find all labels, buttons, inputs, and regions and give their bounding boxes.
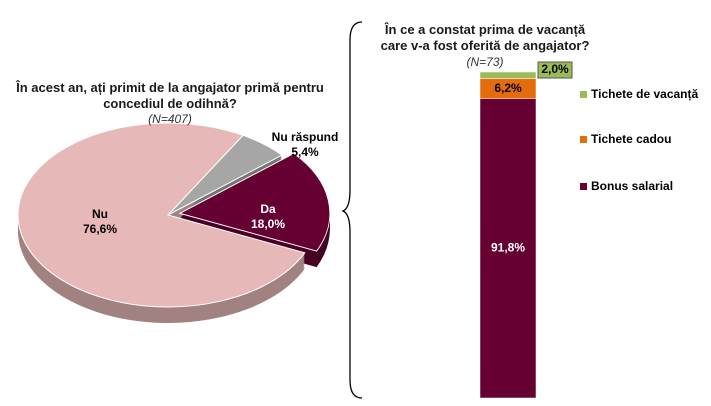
- slice-value: 5,4%: [291, 145, 319, 159]
- pie-slice: [178, 152, 331, 252]
- legend-swatch: [580, 183, 587, 190]
- legend-label: Tichete de vacanță: [591, 87, 698, 101]
- bar-value: 2,0%: [541, 62, 569, 76]
- bar-subtitle: (N=73): [466, 55, 504, 69]
- legend-swatch: [580, 136, 587, 143]
- slice-value: 18,0%: [251, 217, 285, 231]
- pie-slice: [17, 122, 306, 308]
- slice-label: Nu răspund: [272, 130, 339, 144]
- slice-label: Nu: [92, 207, 108, 221]
- slice-value: 76,6%: [83, 222, 117, 236]
- pie-subtitle: (N=407): [148, 112, 192, 126]
- bar-title: În ce a constat prima de vacanță care v-…: [380, 22, 590, 53]
- bar-value: 6,2%: [494, 81, 522, 95]
- legend-label: Bonus salarial: [591, 179, 673, 193]
- bar-segment: [479, 98, 537, 399]
- legend-swatch: [580, 91, 587, 98]
- slice-label: Da: [260, 202, 276, 216]
- bar-segment: [479, 71, 537, 79]
- legend-label: Tichete cadou: [591, 132, 671, 146]
- pie-title: În acest an, ați primit de la angajator …: [16, 80, 324, 111]
- brace: [341, 21, 363, 399]
- label-box: [537, 61, 573, 79]
- bar-value: 91,8%: [491, 241, 525, 255]
